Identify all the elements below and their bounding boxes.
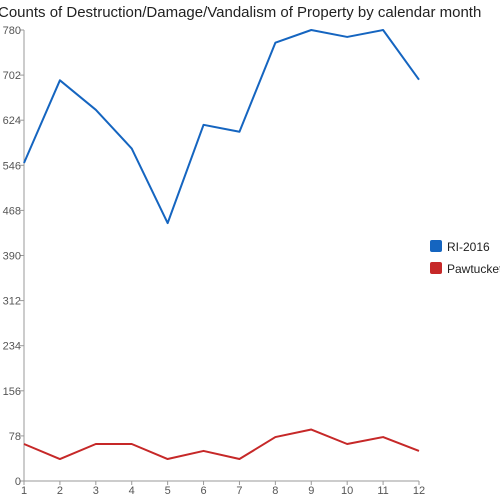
- axes: [23, 30, 419, 482]
- y-tick-label: 156: [3, 386, 21, 398]
- series-lines: [23, 29, 420, 461]
- x-tick-label: 12: [413, 485, 425, 497]
- y-tick-label: 780: [3, 25, 21, 37]
- x-tick-label: 9: [308, 485, 314, 497]
- x-tick-label: 1: [21, 485, 27, 497]
- legend: RI-2016 Pawtucket: [430, 240, 500, 276]
- y-tick-label: 78: [9, 431, 21, 443]
- x-tick-label: 3: [93, 485, 99, 497]
- x-tick-label: 5: [165, 485, 171, 497]
- x-tick-label: 8: [272, 485, 278, 497]
- x-axis-ticks: 1 2 3 4 5 6 7 8 9 10 11 12: [21, 481, 425, 497]
- x-tick-label: 6: [200, 485, 206, 497]
- y-tick-label: 312: [3, 296, 21, 308]
- y-axis-ticks: 0 78 156 234 312 390 468 546 624 702 780: [3, 25, 24, 488]
- x-tick-label: 4: [129, 485, 135, 497]
- legend-label: RI-2016: [447, 240, 490, 254]
- legend-swatch: [430, 262, 442, 274]
- y-tick-label: 546: [3, 160, 21, 172]
- chart-title: Counts of Destruction/Damage/Vandalism o…: [0, 4, 481, 21]
- legend-swatch: [430, 240, 442, 252]
- legend-label: Pawtucket: [447, 262, 500, 276]
- y-tick-label: 234: [3, 341, 21, 353]
- x-tick-label: 10: [341, 485, 353, 497]
- x-tick-label: 2: [57, 485, 63, 497]
- x-tick-label: 7: [236, 485, 242, 497]
- y-tick-label: 468: [3, 205, 21, 217]
- x-tick-label: 11: [377, 485, 388, 497]
- series-line-pawtucket: [23, 428, 420, 461]
- y-tick-label: 0: [15, 476, 21, 488]
- y-tick-label: 390: [3, 251, 21, 263]
- series-line-ri-2016: [23, 29, 420, 225]
- y-tick-label: 624: [3, 115, 21, 127]
- y-tick-label: 702: [3, 70, 21, 82]
